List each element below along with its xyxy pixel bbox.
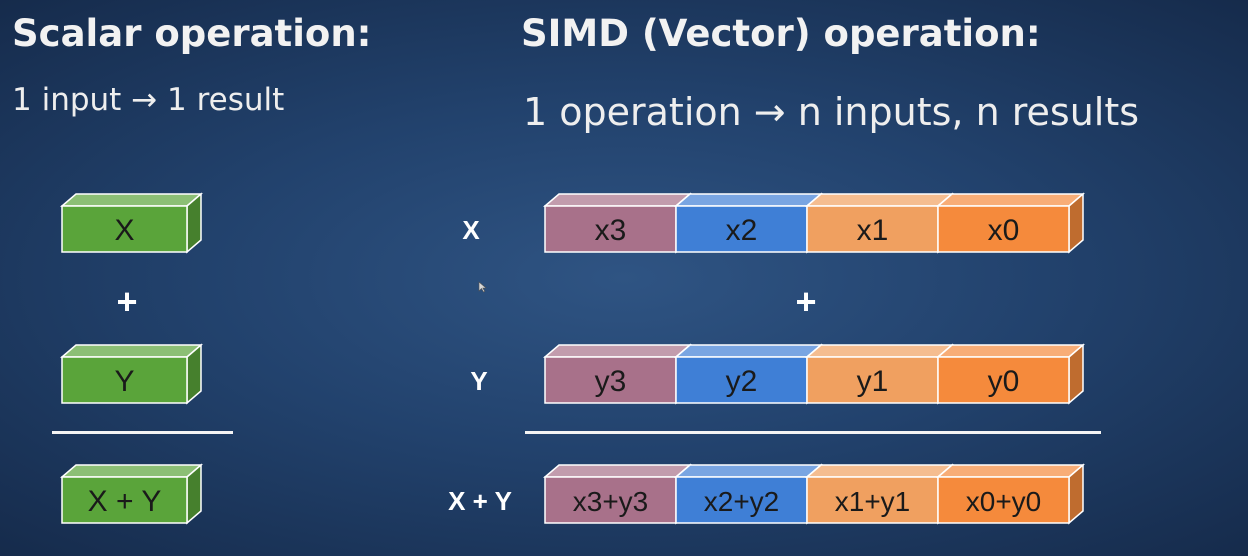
simd-x-cell-2-front-face — [806, 205, 939, 253]
simd-sum-cell-2-label: x1+y1 — [835, 486, 911, 517]
mouse-cursor-icon — [478, 281, 487, 293]
simd-sum-cell-3: x0+y0 — [935, 463, 1086, 525]
scalar-plus-sign: + — [116, 281, 138, 322]
simd-sum-cell-1-top-face — [673, 464, 824, 478]
scalar-block-y-front-face — [61, 356, 188, 404]
simd-x-cell-3: x0 — [935, 192, 1086, 254]
scalar-block-y: Y — [59, 343, 204, 405]
scalar-block-x: X — [59, 192, 204, 254]
simd-sum-cell-3-front-face — [937, 476, 1070, 524]
simd-y-cell-3: y0 — [935, 343, 1086, 405]
simd-y-cell-3-label: y0 — [988, 365, 1020, 398]
simd-x-cell-3-front-face — [937, 205, 1070, 253]
simd-x-cell-0: x3 — [542, 192, 693, 254]
scalar-block-sum-top-face — [59, 464, 204, 478]
scalar-block-x-front-face — [61, 205, 188, 253]
simd-y-cell-1: y2 — [673, 343, 824, 405]
simd-x-cell-1: x2 — [673, 192, 824, 254]
simd-sum-cell-0: x3+y3 — [542, 463, 693, 525]
simd-sum-cell-3-label: x0+y0 — [966, 486, 1042, 517]
simd-sum-cell-1: x2+y2 — [673, 463, 824, 525]
simd-y-cell-1-top-face — [673, 344, 824, 358]
scalar-block-x-label: X — [114, 214, 134, 247]
scalar-subtitle: 1 input → 1 result — [12, 82, 285, 118]
simd-x-cell-3-label: x0 — [988, 214, 1020, 247]
scalar-block-x-top-face — [59, 193, 204, 207]
simd-y-cell-0-front-face — [544, 356, 677, 404]
simd-y-cell-0-top-face — [542, 344, 693, 358]
simd-y-cell-2-top-face — [804, 344, 955, 358]
simd-y-cell-0-label: y3 — [595, 365, 627, 398]
scalar-block-sum: X + Y — [59, 463, 204, 525]
simd-row-label-y: Y — [470, 366, 488, 396]
scalar-title: Scalar operation: — [12, 12, 372, 55]
simd-x-cell-1-top-face — [673, 193, 824, 207]
scalar-block-sum-label: X + Y — [88, 485, 162, 518]
simd-y-cell-2-label: y1 — [857, 365, 889, 398]
simd-sum-rule — [525, 431, 1101, 434]
simd-y-cell-1-label: y2 — [726, 365, 758, 398]
simd-title: SIMD (Vector) operation: — [521, 12, 1041, 55]
simd-x-cell-1-front-face — [675, 205, 808, 253]
simd-y-cell-1-front-face — [675, 356, 808, 404]
simd-y-cell-3-top-face — [935, 344, 1086, 358]
scalar-block-y-label: Y — [114, 365, 134, 398]
simd-plus-sign: + — [795, 281, 817, 322]
simd-y-cell-2-front-face — [806, 356, 939, 404]
scalar-block-sum-front-face — [61, 476, 188, 524]
simd-row-label-x: X — [462, 215, 480, 245]
simd-y-cell-0: y3 — [542, 343, 693, 405]
simd-x-cell-0-top-face — [542, 193, 693, 207]
simd-x-cell-1-label: x2 — [726, 214, 758, 247]
simd-sum-cell-0-label: x3+y3 — [573, 486, 649, 517]
simd-x-cell-3-top-face — [935, 193, 1086, 207]
scalar-block-y-top-face — [59, 344, 204, 358]
simd-sum-cell-1-front-face — [675, 476, 808, 524]
simd-x-cell-2-label: x1 — [857, 214, 889, 247]
simd-sum-cell-2: x1+y1 — [804, 463, 955, 525]
simd-sum-cell-3-top-face — [935, 464, 1086, 478]
simd-x-cell-2: x1 — [804, 192, 955, 254]
simd-row-label-sum: X + Y — [448, 486, 512, 516]
simd-sum-cell-1-label: x2+y2 — [704, 486, 780, 517]
simd-x-cell-0-label: x3 — [595, 214, 627, 247]
simd-sum-cell-2-top-face — [804, 464, 955, 478]
simd-sum-cell-0-top-face — [542, 464, 693, 478]
scalar-sum-rule — [52, 431, 233, 434]
simd-sum-cell-0-front-face — [544, 476, 677, 524]
simd-y-cell-2: y1 — [804, 343, 955, 405]
simd-y-cell-3-front-face — [937, 356, 1070, 404]
simd-subtitle: 1 operation → n inputs, n results — [523, 90, 1140, 134]
simd-x-cell-2-top-face — [804, 193, 955, 207]
